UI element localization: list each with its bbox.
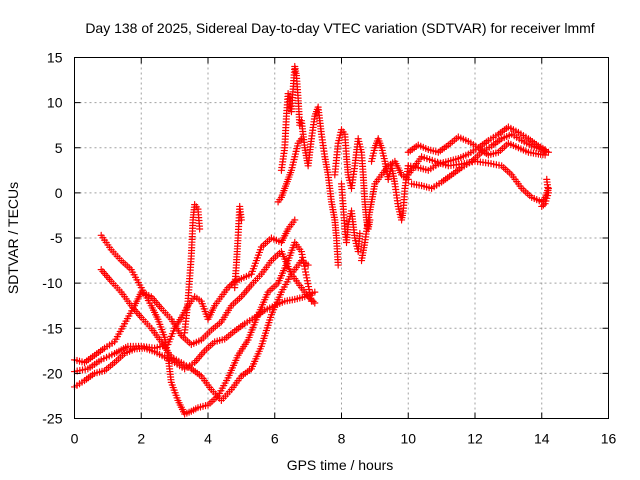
y-tick-label: -25: [42, 411, 62, 427]
x-tick-label: 2: [137, 431, 145, 447]
y-tick-label: -15: [42, 320, 62, 336]
x-tick-label: 4: [204, 431, 212, 447]
y-axis-label: SDTVAR / TECUs: [5, 182, 21, 294]
series-markers: [404, 123, 549, 156]
series-markers: [231, 202, 245, 292]
series-track-high-4: [404, 153, 553, 206]
series-markers: [538, 175, 553, 211]
series-markers: [97, 231, 316, 418]
series-markers: [277, 62, 342, 269]
series-markers: [181, 201, 204, 337]
x-tick-label: 8: [338, 431, 346, 447]
series-scatter-1: [274, 135, 306, 206]
series-segment-9to10: [357, 157, 412, 265]
series-segment-8to10: [367, 135, 412, 224]
ticks: 0 2 4 6 8 10 12 14 16 -25 -20 -15 -10 -5 0 5 10 15: [42, 50, 616, 447]
y-tick-label: -10: [42, 275, 62, 291]
x-tick-label: 0: [71, 431, 79, 447]
series-track-high-2: [404, 139, 549, 174]
y-tick-label: -5: [50, 230, 63, 246]
series-markers: [357, 157, 412, 265]
series-segment-6to7: [277, 62, 342, 269]
series-markers: [274, 135, 306, 206]
y-tick-label: 0: [55, 185, 63, 201]
series-track-high-1: [404, 123, 549, 156]
y-tick-label: 5: [55, 140, 63, 156]
x-tick-label: 16: [601, 431, 617, 447]
series-markers: [404, 153, 553, 206]
x-tick-label: 14: [534, 431, 550, 447]
series-layer: [70, 62, 553, 418]
series-markers: [337, 180, 364, 256]
series-spike-b: [231, 202, 245, 292]
x-axis-label: GPS time / hours: [287, 457, 394, 473]
series-spike-a: [181, 201, 204, 337]
y-tick-label: 15: [47, 50, 63, 66]
x-tick-label: 6: [271, 431, 279, 447]
x-tick-label: 10: [400, 431, 416, 447]
chart-title: Day 138 of 2025, Sidereal Day-to-day VTE…: [85, 20, 594, 36]
y-tick-label: 10: [47, 95, 63, 111]
series-markers: [404, 139, 549, 174]
series-markers: [367, 135, 412, 224]
x-tick-label: 12: [467, 431, 483, 447]
series-track-4: [97, 231, 316, 418]
series-tail: [538, 175, 553, 211]
series-spike-c: [337, 180, 364, 256]
series-markers: [97, 256, 312, 405]
y-tick-label: -20: [42, 365, 62, 381]
series-track-3: [97, 256, 312, 405]
